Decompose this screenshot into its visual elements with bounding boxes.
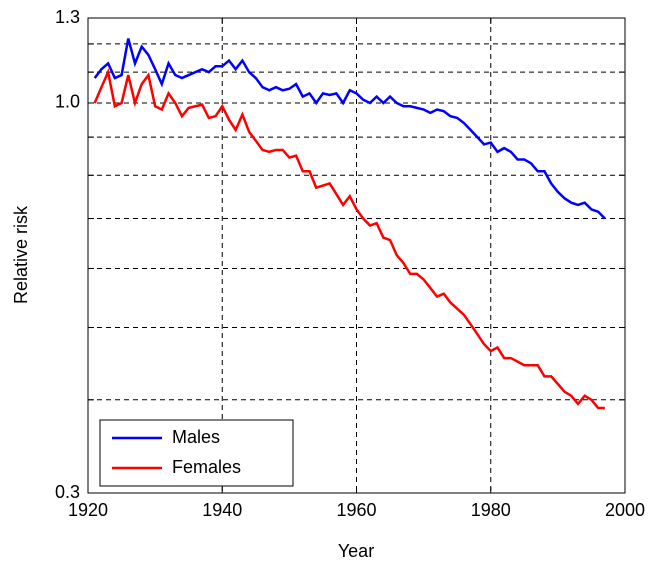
legend-label: Males bbox=[172, 427, 220, 447]
x-tick-label: 1920 bbox=[68, 500, 108, 520]
x-tick-label: 2000 bbox=[605, 500, 645, 520]
x-axis-label: Year bbox=[338, 541, 374, 561]
plot-frame bbox=[87, 17, 626, 494]
y-tick-label: 0.3 bbox=[55, 482, 80, 502]
line-series bbox=[93, 67, 605, 410]
x-tick-label: 1980 bbox=[471, 500, 511, 520]
y-tick-label: 1.3 bbox=[55, 7, 80, 27]
legend-label: Females bbox=[172, 457, 241, 477]
legend-box bbox=[99, 419, 294, 487]
y-tick-label: 1.0 bbox=[55, 92, 80, 112]
x-tick-label: 1940 bbox=[202, 500, 242, 520]
y-axis-label: Relative risk bbox=[11, 205, 31, 304]
line-series bbox=[93, 38, 606, 220]
x-tick-label: 1960 bbox=[336, 500, 376, 520]
